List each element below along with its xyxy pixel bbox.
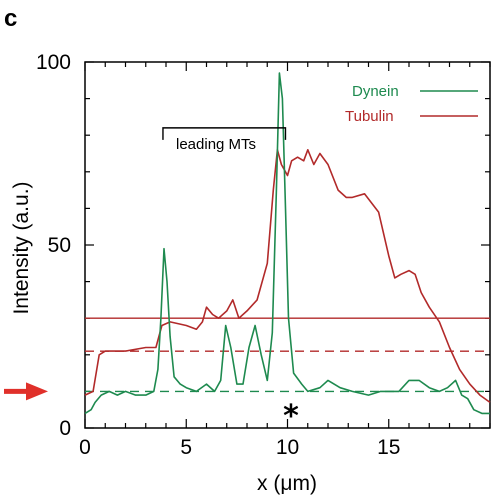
y-tick-label: 100 <box>36 51 71 74</box>
baseline-arrow-head <box>26 382 48 401</box>
x-tick-label: 10 <box>276 436 299 459</box>
y-tick-label: 0 <box>59 417 71 440</box>
bracket-label: leading MTs <box>176 136 256 153</box>
x-tick-label: 5 <box>180 436 192 459</box>
plot-area: 0 5 10 15 0 50 100 <box>4 51 491 459</box>
y-axis-title: Intensity (a.u.) <box>10 181 33 314</box>
star-marker: * <box>283 399 299 434</box>
series-line-dynein <box>84 72 490 415</box>
x-tick-label: 15 <box>377 436 400 459</box>
legend-label-tubulin: Tubulin <box>345 108 394 125</box>
x-axis-title: x (μm) <box>257 472 317 495</box>
panel-label: c <box>4 5 17 32</box>
leading-mts-bracket <box>162 127 287 140</box>
y-tick-label: 50 <box>48 234 71 257</box>
legend: Dynein Tubulin <box>345 83 478 125</box>
legend-label-dynein: Dynein <box>352 83 399 100</box>
series-line-tubulin <box>84 149 491 404</box>
plot-frame <box>84 61 491 429</box>
x-tick-label: 0 <box>79 436 91 459</box>
